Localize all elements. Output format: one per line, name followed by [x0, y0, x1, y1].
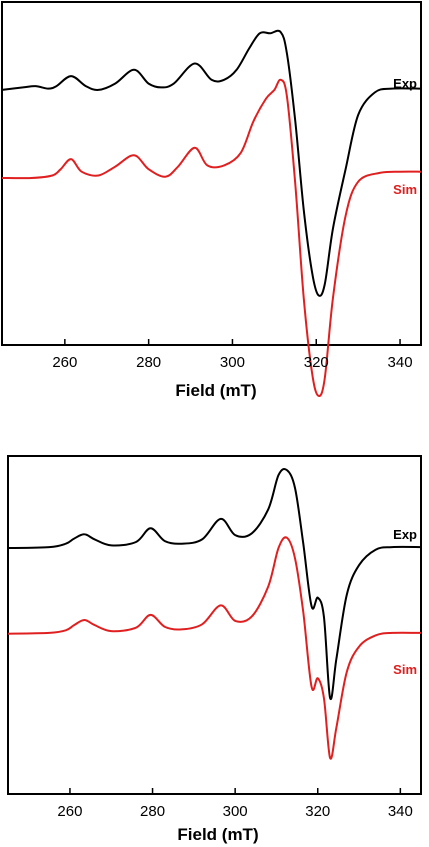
x-axis-title-bottom: Field (mT)	[177, 825, 258, 844]
curves-top	[1, 29, 422, 397]
x-tick-label-280-top: 280	[136, 354, 161, 371]
x-tick-label-340-bottom: 340	[388, 803, 413, 820]
x-tick-label-260-top: 260	[52, 354, 77, 371]
panel-top: 260 280 300 320 340 Exp Sim Field (mT)	[1, 1, 422, 400]
x-axis-title-top: Field (mT)	[175, 381, 256, 400]
x-tick-label-320-top: 320	[304, 354, 329, 371]
x-tick-label-260-bottom: 260	[57, 803, 82, 820]
x-tick-label-300-bottom: 300	[223, 803, 248, 820]
plot-frame-bottom	[7, 455, 422, 795]
series-line-exp-bottom	[7, 467, 422, 701]
curves-bottom	[7, 467, 422, 760]
x-ticks-top: 260 280 300 320 340	[52, 339, 413, 371]
series-label-exp-bottom: Exp	[393, 527, 417, 542]
x-tick-label-320-bottom: 320	[305, 803, 330, 820]
series-label-sim-top: Sim	[393, 182, 417, 197]
series-label-exp-top: Exp	[393, 76, 417, 91]
panel-bottom: 260 280 300 320 340 Exp Sim Field (mT)	[7, 455, 422, 844]
x-ticks-bottom: 260 280 300 320 340	[57, 788, 413, 820]
series-label-sim-bottom: Sim	[393, 662, 417, 677]
plot-frame-top	[1, 1, 422, 346]
series-line-sim-top	[1, 78, 422, 397]
x-tick-label-340-top: 340	[388, 354, 413, 371]
x-tick-label-300-top: 300	[220, 354, 245, 371]
series-line-sim-bottom	[7, 536, 422, 760]
series-line-exp-top	[1, 29, 422, 297]
x-tick-label-280-bottom: 280	[140, 803, 165, 820]
